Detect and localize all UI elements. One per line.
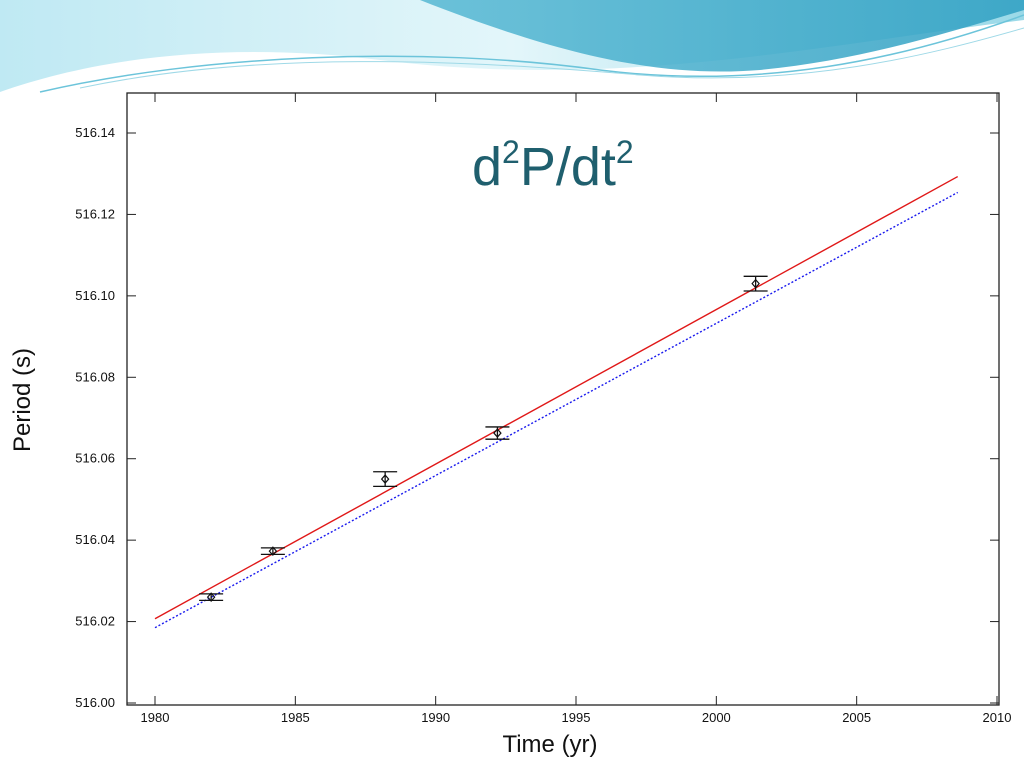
data-marker	[380, 474, 390, 484]
slide-title-sup-1: 2	[502, 134, 520, 170]
data-point	[373, 471, 398, 488]
y-tick-label: 516.06	[75, 451, 115, 466]
fit-line-blue	[154, 191, 959, 629]
slide-title-pdt: P/dt	[519, 137, 616, 197]
data-point	[199, 592, 224, 603]
slide-title: d2P/dt2	[472, 136, 634, 197]
x-axis-title: Time (yr)	[502, 731, 597, 758]
y-tick-label: 516.04	[75, 532, 115, 547]
x-tick-label: 1985	[281, 710, 310, 725]
data-marker	[493, 428, 502, 438]
x-tick-label: 2000	[702, 710, 731, 725]
y-axis-ticks: 516.00 516.02 516.04 516.06 516.08 516.10 516.…	[75, 125, 999, 710]
fit-line-red	[154, 175, 959, 620]
fit-lines	[154, 175, 959, 629]
data-marker	[206, 592, 216, 603]
y-tick-label: 516.14	[75, 125, 115, 140]
slide-header-banner	[0, 0, 1024, 93]
slide-title-sup-2: 2	[615, 134, 634, 170]
data-marker	[268, 546, 278, 557]
slide-title-d: d	[472, 137, 503, 197]
x-tick-label: 1995	[562, 710, 591, 725]
plot-area-frame	[126, 92, 1000, 706]
y-tick-label: 516.02	[75, 614, 115, 629]
banner-wave-line	[39, 14, 1024, 93]
data-point	[260, 546, 285, 557]
x-tick-label: 1990	[421, 710, 450, 725]
x-tick-label: 2005	[842, 710, 871, 725]
y-tick-label: 516.12	[75, 206, 115, 221]
y-tick-label: 516.08	[75, 369, 115, 384]
x-axis-ticks: 1980 1985 1990 1995 2000 2005 2010	[141, 93, 1012, 725]
data-point	[743, 275, 768, 292]
banner-wave-line2	[79, 27, 1024, 89]
banner-wave-dark	[420, 0, 1024, 72]
data-point	[485, 426, 510, 440]
y-tick-label: 516.10	[75, 288, 115, 303]
x-tick-label: 2010	[983, 710, 1012, 725]
data-marker	[751, 278, 760, 289]
data-points	[199, 275, 768, 603]
y-axis-title: Period (s)	[9, 348, 36, 452]
x-tick-label: 1980	[141, 710, 170, 725]
y-tick-label: 516.00	[75, 695, 115, 710]
